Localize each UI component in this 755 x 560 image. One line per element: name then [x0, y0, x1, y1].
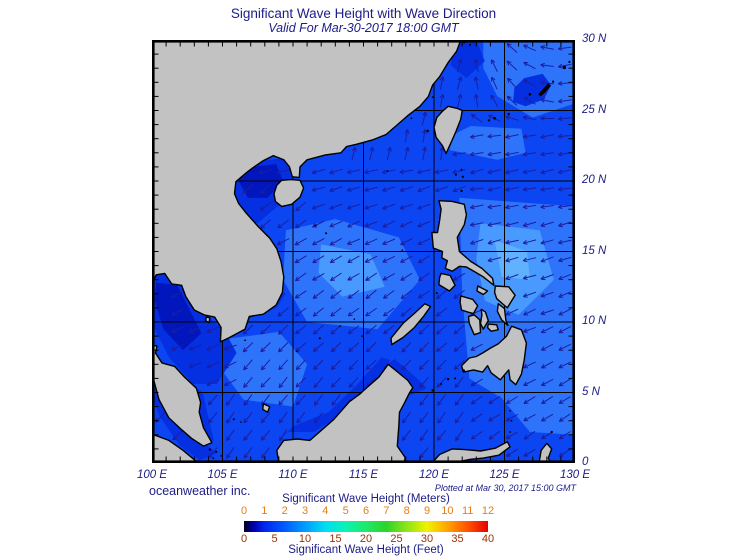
- feet-tick: 5: [271, 533, 278, 545]
- meters-tick: 4: [322, 505, 329, 517]
- lon-label: 120 E: [418, 469, 450, 481]
- feet-tick: 35: [451, 533, 464, 545]
- lat-label: 20 N: [582, 174, 607, 186]
- meters-tick: 8: [403, 505, 410, 517]
- lon-label: 125 E: [489, 469, 520, 481]
- meters-tick: 11: [461, 505, 474, 517]
- arrow-layer: [154, 43, 572, 459]
- lat-label: 0: [582, 456, 589, 468]
- meters-tick: 10: [441, 505, 454, 517]
- lat-label: 5 N: [582, 385, 600, 398]
- colorbar-title-meters: Significant Wave Height (Meters): [282, 493, 450, 505]
- feet-tick: 20: [359, 533, 373, 545]
- meters-tick: 1: [261, 505, 268, 517]
- colorbar-gradient-bar: [244, 521, 488, 532]
- feet-tick: 30: [420, 533, 434, 545]
- lon-label: 115 E: [348, 469, 379, 481]
- meters-tick: 9: [423, 505, 431, 517]
- island-layer: [208, 40, 575, 459]
- meters-tick: 2: [281, 505, 288, 517]
- lat-label: 25 N: [582, 103, 607, 116]
- lon-label: 130 E: [559, 469, 591, 481]
- feet-tick: 10: [298, 533, 312, 545]
- land-layer: [152, 40, 553, 463]
- feet-tick: 40: [481, 533, 495, 545]
- lon-label: 110 E: [278, 469, 308, 481]
- frame-layer: [152, 40, 575, 463]
- colorbar-title-feet: Significant Wave Height (Feet): [288, 544, 444, 556]
- lon-label: 100 E: [136, 469, 168, 481]
- feet-tick: 25: [390, 533, 403, 545]
- lon-label: 105 E: [207, 469, 238, 481]
- lat-label: 30 N: [582, 33, 607, 45]
- chart-title: Significant Wave Height with Wave Direct…: [230, 6, 497, 21]
- longitude-axis-labels: 100 E 105 E 110 E 115 E 120 E 125 E 130 E: [137, 469, 592, 483]
- meters-tick: 6: [362, 505, 370, 517]
- meters-tick: 12: [481, 505, 495, 517]
- credit-text: oceanweather inc.: [149, 484, 251, 498]
- chart-subtitle: Valid For Mar-30-2017 18:00 GMT: [268, 21, 459, 35]
- feet-tick: 15: [329, 533, 342, 545]
- meters-tick: 5: [342, 505, 349, 517]
- plotted-timestamp: Plotted at Mar 30, 2017 15:00 GMT: [434, 483, 576, 493]
- meters-tick: 0: [240, 505, 248, 517]
- meters-tick: 7: [383, 505, 390, 517]
- lat-label: 10 N: [582, 315, 607, 327]
- map-plot-area: [152, 40, 575, 463]
- colorbar-ticks-feet: 0 5 10 15 20 25 30 35 40: [241, 533, 494, 547]
- feet-tick: 0: [240, 533, 248, 545]
- colorbar-ticks-meters: 0 1 2 3 4 5 6 7 8 9 10 11 12: [241, 505, 494, 519]
- latitude-axis-labels: 30 N 25 N 20 N 15 N 10 N 5 N 0: [582, 33, 622, 468]
- meters-tick: 3: [301, 505, 309, 517]
- lat-label: 15 N: [582, 244, 607, 257]
